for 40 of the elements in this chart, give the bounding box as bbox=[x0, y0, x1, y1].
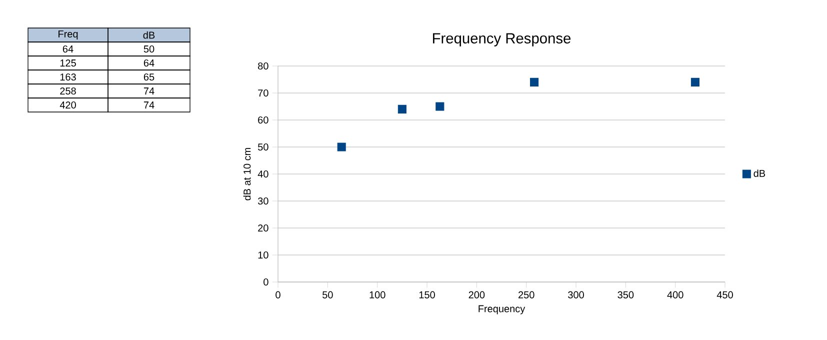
point bbox=[337, 142, 346, 152]
text: 74 bbox=[144, 88, 154, 94]
x-tick-label: 400 bbox=[667, 291, 684, 298]
text: dB bbox=[143, 31, 155, 39]
y-tick-label: 0 bbox=[264, 278, 268, 286]
y-axis-title: dB at 10 cm bbox=[243, 148, 251, 200]
point bbox=[690, 78, 700, 86]
x-tick-label: 450 bbox=[716, 291, 733, 298]
x-tick-label: 150 bbox=[419, 291, 435, 298]
x-tick-label: 100 bbox=[370, 291, 386, 298]
y-tick-label: 20 bbox=[258, 224, 268, 232]
point bbox=[398, 104, 406, 114]
y-tick-label: 50 bbox=[258, 143, 268, 151]
legend-label: dB bbox=[754, 170, 766, 177]
x-tick-label: 50 bbox=[322, 291, 333, 298]
x-axis-title: Frequency bbox=[478, 305, 526, 314]
text: Freq bbox=[58, 30, 78, 40]
y-tick-label: 10 bbox=[258, 251, 268, 259]
y-tick-label: 30 bbox=[258, 197, 268, 205]
text: 125 bbox=[60, 59, 76, 67]
y-tick-label: 40 bbox=[258, 170, 268, 178]
text: 65 bbox=[144, 73, 154, 81]
x-tick-label: 0 bbox=[276, 291, 280, 298]
text: 163 bbox=[60, 73, 76, 81]
text: 74 bbox=[144, 102, 154, 108]
y-tick-label: 60 bbox=[258, 116, 268, 124]
x-tick-label: 300 bbox=[568, 291, 584, 298]
x-tick-label: 350 bbox=[618, 291, 634, 298]
point bbox=[530, 78, 539, 86]
text: 64 bbox=[144, 59, 154, 67]
point bbox=[436, 102, 444, 111]
x-tick-label: 200 bbox=[468, 291, 485, 298]
text: 420 bbox=[60, 101, 76, 109]
text: 50 bbox=[144, 45, 154, 53]
x-tick-label: 250 bbox=[518, 291, 534, 298]
y-tick-label: 70 bbox=[258, 89, 268, 97]
y-tick-label: 80 bbox=[258, 62, 268, 70]
text: 258 bbox=[60, 87, 76, 95]
text: 64 bbox=[62, 45, 74, 53]
chart-title: Frequency Response bbox=[433, 33, 571, 46]
